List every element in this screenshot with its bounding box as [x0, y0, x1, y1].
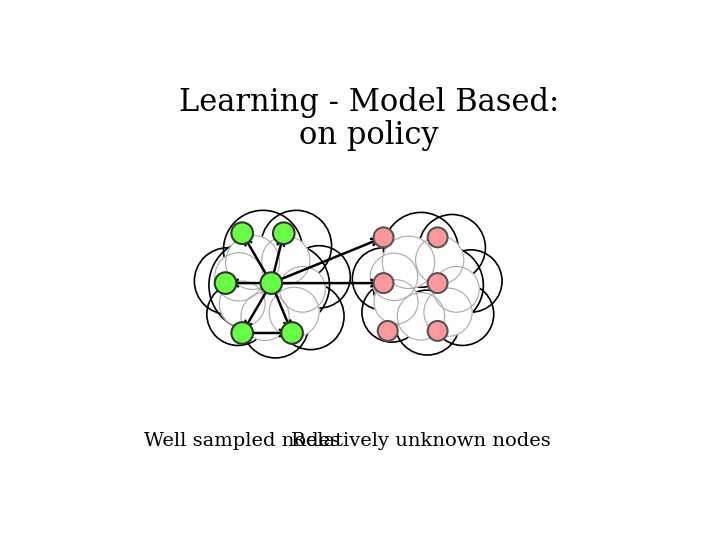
Circle shape — [261, 272, 282, 294]
Circle shape — [231, 222, 253, 244]
Circle shape — [428, 273, 448, 293]
Circle shape — [373, 241, 461, 329]
Circle shape — [231, 322, 253, 344]
Circle shape — [279, 266, 325, 312]
Circle shape — [215, 253, 263, 301]
Circle shape — [382, 236, 435, 288]
Circle shape — [242, 292, 309, 358]
Circle shape — [262, 236, 310, 285]
Circle shape — [209, 239, 300, 331]
Circle shape — [378, 321, 397, 341]
Circle shape — [277, 283, 344, 349]
Circle shape — [428, 321, 448, 341]
Circle shape — [431, 283, 494, 346]
Circle shape — [374, 280, 418, 324]
Circle shape — [440, 250, 502, 312]
Circle shape — [374, 273, 394, 293]
Circle shape — [384, 212, 459, 287]
Text: Relatively unknown nodes: Relatively unknown nodes — [291, 432, 551, 450]
Text: on policy: on policy — [300, 120, 438, 151]
Circle shape — [352, 248, 415, 310]
Circle shape — [220, 281, 265, 327]
Circle shape — [362, 282, 422, 342]
Circle shape — [225, 235, 279, 289]
Circle shape — [370, 253, 418, 301]
Circle shape — [282, 322, 303, 344]
Circle shape — [395, 290, 459, 355]
Circle shape — [194, 248, 261, 314]
Text: Well sampled nodes: Well sampled nodes — [144, 432, 341, 450]
Circle shape — [246, 244, 330, 327]
Circle shape — [405, 246, 483, 325]
Circle shape — [207, 283, 269, 346]
Circle shape — [288, 246, 351, 308]
Circle shape — [273, 222, 294, 244]
Circle shape — [223, 211, 302, 289]
Circle shape — [428, 227, 448, 247]
Circle shape — [433, 266, 480, 312]
Circle shape — [415, 236, 464, 285]
Circle shape — [424, 288, 472, 336]
Circle shape — [269, 287, 319, 337]
Circle shape — [397, 293, 445, 340]
Circle shape — [215, 272, 236, 294]
Circle shape — [241, 292, 289, 341]
Circle shape — [374, 227, 394, 247]
Circle shape — [261, 210, 332, 281]
Text: Learning - Model Based:: Learning - Model Based: — [179, 87, 559, 118]
Circle shape — [419, 214, 485, 281]
